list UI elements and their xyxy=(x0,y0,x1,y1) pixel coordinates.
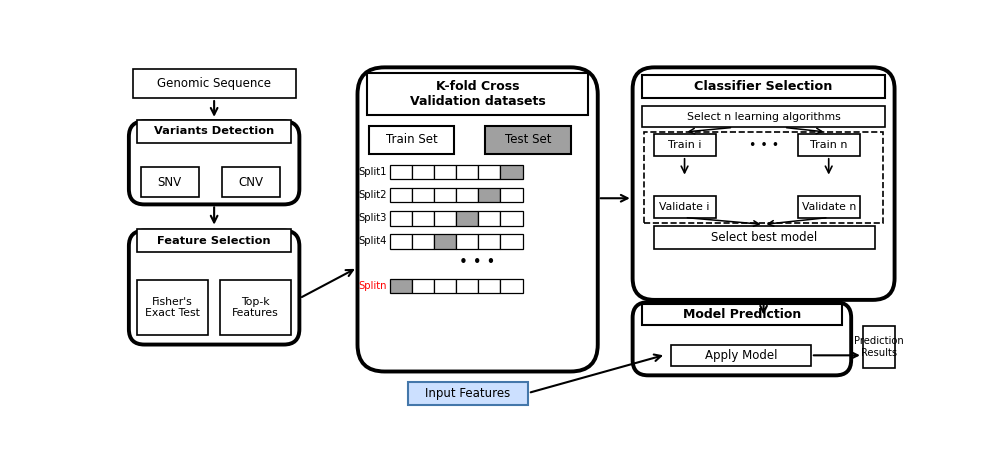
FancyBboxPatch shape xyxy=(129,231,299,345)
Bar xyxy=(485,126,571,153)
Bar xyxy=(798,134,860,156)
Bar xyxy=(390,279,412,293)
Bar xyxy=(412,279,434,293)
Bar xyxy=(478,234,500,249)
Bar xyxy=(500,165,523,179)
Text: Top-k
Features: Top-k Features xyxy=(232,297,279,319)
Text: Feature Selection: Feature Selection xyxy=(157,236,271,246)
Bar xyxy=(390,211,412,226)
Bar xyxy=(500,234,523,249)
Bar xyxy=(478,165,500,179)
Text: Splitn: Splitn xyxy=(358,281,387,291)
Bar xyxy=(137,120,291,143)
Bar xyxy=(390,188,412,202)
Bar xyxy=(500,188,523,202)
Bar xyxy=(367,73,588,115)
Bar xyxy=(369,126,454,153)
Bar xyxy=(434,234,456,249)
Text: Split4: Split4 xyxy=(359,236,387,246)
Bar xyxy=(478,279,500,293)
Text: • • •: • • • xyxy=(459,255,496,271)
Text: • • •: • • • xyxy=(749,139,779,152)
Bar xyxy=(642,304,842,326)
Bar xyxy=(671,345,811,366)
Text: Prediction
Results: Prediction Results xyxy=(854,336,904,358)
Text: Validate n: Validate n xyxy=(802,202,856,212)
Text: Genomic Sequence: Genomic Sequence xyxy=(157,77,271,90)
Bar xyxy=(412,234,434,249)
Text: Validate i: Validate i xyxy=(659,202,710,212)
Bar xyxy=(654,226,875,249)
Bar xyxy=(644,132,883,223)
Text: Split2: Split2 xyxy=(358,190,387,200)
Bar xyxy=(456,211,478,226)
Bar xyxy=(798,196,860,218)
Bar xyxy=(390,165,412,179)
Text: Train n: Train n xyxy=(810,140,847,150)
Text: Select n learning algorithms: Select n learning algorithms xyxy=(687,112,840,122)
Bar xyxy=(456,279,478,293)
Bar xyxy=(654,196,716,218)
Text: Classifier Selection: Classifier Selection xyxy=(694,80,833,93)
Text: Variants Detection: Variants Detection xyxy=(154,126,274,136)
Bar xyxy=(863,326,895,368)
Bar xyxy=(456,188,478,202)
Bar xyxy=(137,229,291,252)
Bar xyxy=(654,134,716,156)
Text: SNV: SNV xyxy=(158,176,182,189)
Bar xyxy=(412,211,434,226)
Text: Train i: Train i xyxy=(668,140,701,150)
Bar xyxy=(390,234,412,249)
Bar xyxy=(412,165,434,179)
Text: Train Set: Train Set xyxy=(386,133,438,146)
Bar xyxy=(434,211,456,226)
Bar xyxy=(500,211,523,226)
Bar xyxy=(140,167,199,197)
Bar xyxy=(220,280,291,335)
Text: CNV: CNV xyxy=(238,176,263,189)
Text: Split3: Split3 xyxy=(359,213,387,223)
Text: Fisher's
Exact Test: Fisher's Exact Test xyxy=(145,297,200,319)
Bar xyxy=(408,381,528,405)
Text: Model Prediction: Model Prediction xyxy=(683,308,801,321)
Text: Select best model: Select best model xyxy=(711,231,818,244)
Bar xyxy=(434,188,456,202)
Text: Apply Model: Apply Model xyxy=(705,349,777,362)
FancyBboxPatch shape xyxy=(358,67,598,372)
Bar xyxy=(456,165,478,179)
FancyBboxPatch shape xyxy=(633,302,851,375)
Bar xyxy=(222,167,280,197)
Bar xyxy=(642,106,885,127)
Bar xyxy=(434,165,456,179)
Bar xyxy=(133,69,296,98)
Text: Split1: Split1 xyxy=(358,167,387,177)
Bar xyxy=(478,211,500,226)
Text: Input Features: Input Features xyxy=(425,386,511,399)
FancyBboxPatch shape xyxy=(633,67,895,300)
Bar xyxy=(500,279,523,293)
Bar xyxy=(412,188,434,202)
FancyBboxPatch shape xyxy=(129,121,299,205)
Bar xyxy=(642,75,885,98)
Bar xyxy=(478,188,500,202)
Bar xyxy=(137,280,208,335)
Text: Test Set: Test Set xyxy=(505,133,551,146)
Bar xyxy=(456,234,478,249)
Text: K-fold Cross
Validation datasets: K-fold Cross Validation datasets xyxy=(410,80,546,108)
Bar xyxy=(434,279,456,293)
